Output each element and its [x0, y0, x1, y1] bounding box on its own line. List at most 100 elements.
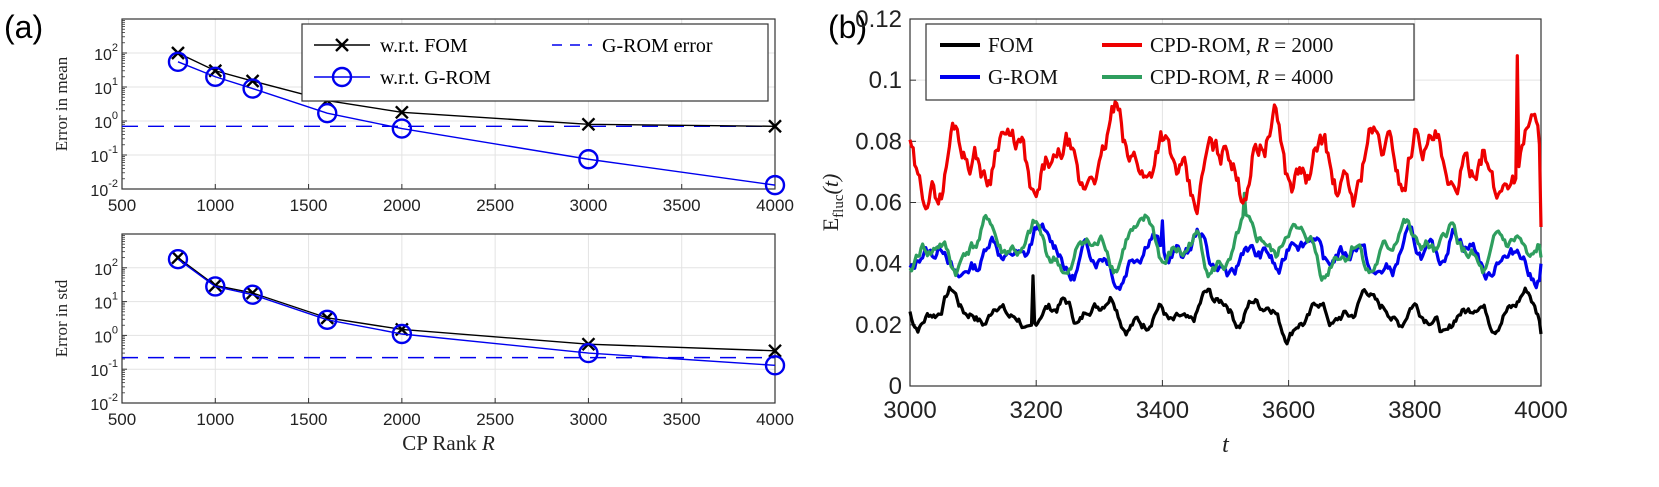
cross-stroke	[581, 117, 596, 132]
data-point-circle	[242, 284, 263, 305]
y-tick-exp: -2	[108, 178, 118, 190]
series-line	[908, 274, 1543, 346]
x-tick-label: 3200	[1010, 397, 1063, 424]
series-line	[908, 191, 1543, 282]
series-line	[908, 54, 1543, 228]
legend-efluc: FOM CPD-ROM, R = 2000 G-ROM CPD-ROM, R = 40…	[925, 23, 1415, 101]
legend-box	[925, 23, 1415, 101]
x-tick-label: 3400	[1136, 397, 1189, 424]
y-tick-base: 10	[90, 397, 108, 414]
x-tick-label: 2500	[476, 410, 514, 429]
data-point-circle	[391, 323, 413, 345]
x-axis-label: t	[1222, 432, 1230, 458]
data-point-circle	[167, 51, 189, 73]
legend-label-text: CPD-ROM,	[1150, 33, 1256, 57]
cross-stroke	[320, 311, 335, 325]
y-axis-label: Error in mean	[52, 56, 71, 151]
x-axis-label-var: R	[481, 431, 495, 455]
legend-label-tail: = 4000	[1269, 65, 1333, 89]
legend-grom-circle	[331, 66, 353, 88]
x-tick-label: 1500	[290, 410, 328, 429]
y-tick-label: 100	[94, 110, 118, 132]
y-tick-base: 10	[90, 183, 108, 200]
data-point-circle	[317, 309, 338, 330]
legend-ref-label: G-ROM error	[602, 35, 713, 57]
x-tick-label: 1000	[196, 196, 234, 215]
y-tick-label: 0.1	[869, 67, 902, 94]
cross-stroke	[208, 278, 223, 293]
data-point-circle	[578, 149, 599, 170]
x-tick-label: 2000	[383, 410, 421, 429]
x-axis-label: CP Rank R	[402, 431, 495, 455]
data-point-circle	[578, 342, 599, 364]
x-tick-label: 500	[108, 196, 136, 215]
data-point-cross	[208, 278, 223, 293]
y-tick-label: 100	[94, 324, 118, 346]
y-tick-label: 101	[94, 76, 118, 98]
y-tick-exp: 0	[112, 324, 118, 336]
y-tick-base: 10	[90, 149, 108, 166]
data-point-cross	[395, 105, 409, 120]
y-axis-label-suffix: (t)	[818, 174, 843, 195]
data-point-cross	[581, 117, 596, 132]
data-point-circle	[317, 102, 338, 124]
data-point-cross	[245, 286, 260, 300]
legend-box	[301, 23, 769, 102]
data-point-cross	[320, 311, 335, 325]
legend-label-text: FOM	[988, 33, 1034, 57]
std-error-chart: 500 1000 1500 2000 2500 3000 3500 400010-210-11…	[52, 233, 794, 455]
y-tick-exp: 2	[112, 42, 118, 54]
data-point-cross	[768, 119, 782, 134]
legend-label-text: CPD-ROM,	[1150, 65, 1256, 89]
legend-label: FOM	[988, 33, 1034, 57]
efluc-chart: 3000 3200 3400 3600 3800 4000 0 0.02 0.04 0.06 0.0…	[818, 6, 1568, 458]
legend-label-text: G-ROM	[988, 65, 1058, 89]
mean-error-chart: 500 1000 1500 2000 2500 3000 3500 400010-210-11…	[52, 18, 794, 215]
legend-label-tail: = 2000	[1269, 33, 1333, 57]
y-tick-base: 10	[94, 296, 112, 313]
y-tick-exp: -2	[108, 392, 118, 404]
y-tick-label: 10-2	[90, 392, 118, 414]
y-tick-exp: 2	[112, 257, 118, 269]
x-tick-label: 3000	[883, 397, 936, 424]
x-tick-label: 3000	[570, 410, 608, 429]
x-tick-label: 3500	[663, 196, 701, 215]
x-tick-label: 1500	[290, 196, 328, 215]
cross-stroke	[395, 105, 409, 120]
x-tick-label: 4000	[1514, 397, 1567, 424]
y-tick-label: 0.04	[855, 251, 902, 278]
y-tick-label: 10-2	[90, 178, 118, 200]
panel-a-label: (a)	[4, 9, 43, 45]
series-line	[177, 257, 776, 352]
x-tick-label: 3500	[663, 410, 701, 429]
x-tick-label: 2500	[476, 196, 514, 215]
x-tick-label: 3800	[1388, 397, 1441, 424]
data-point-circle	[167, 248, 189, 270]
y-tick-label: 0.02	[855, 312, 902, 339]
y-tick-label: 102	[94, 257, 118, 279]
panel-b-label: (b)	[828, 9, 867, 45]
y-tick-label: 101	[94, 291, 118, 313]
legend-fom-cross	[335, 38, 349, 52]
legend-label-var: R	[1255, 33, 1269, 57]
x-tick-label: 3000	[570, 196, 608, 215]
axes-frame	[121, 18, 776, 190]
x-tick-label: 500	[108, 410, 136, 429]
x-tick-label: 4000	[756, 410, 794, 429]
y-tick-exp: 1	[112, 76, 118, 88]
y-tick-exp: 0	[112, 110, 118, 122]
data-point-circle	[391, 118, 413, 139]
axes-frame	[121, 233, 776, 404]
y-tick-exp: 1	[112, 291, 118, 303]
legend-label-var: R	[1255, 65, 1269, 89]
y-tick-base: 10	[94, 262, 112, 279]
x-tick-label: 3600	[1262, 397, 1315, 424]
y-tick-base: 10	[94, 47, 112, 64]
y-axis-label: Error in std	[52, 279, 71, 357]
x-tick-label: 4000	[756, 196, 794, 215]
legend-label: CPD-ROM, R = 2000	[1150, 33, 1333, 57]
y-axis-label-sub: fluc	[831, 194, 847, 218]
data-point-cross	[768, 343, 782, 358]
y-tick-base: 10	[90, 363, 108, 380]
